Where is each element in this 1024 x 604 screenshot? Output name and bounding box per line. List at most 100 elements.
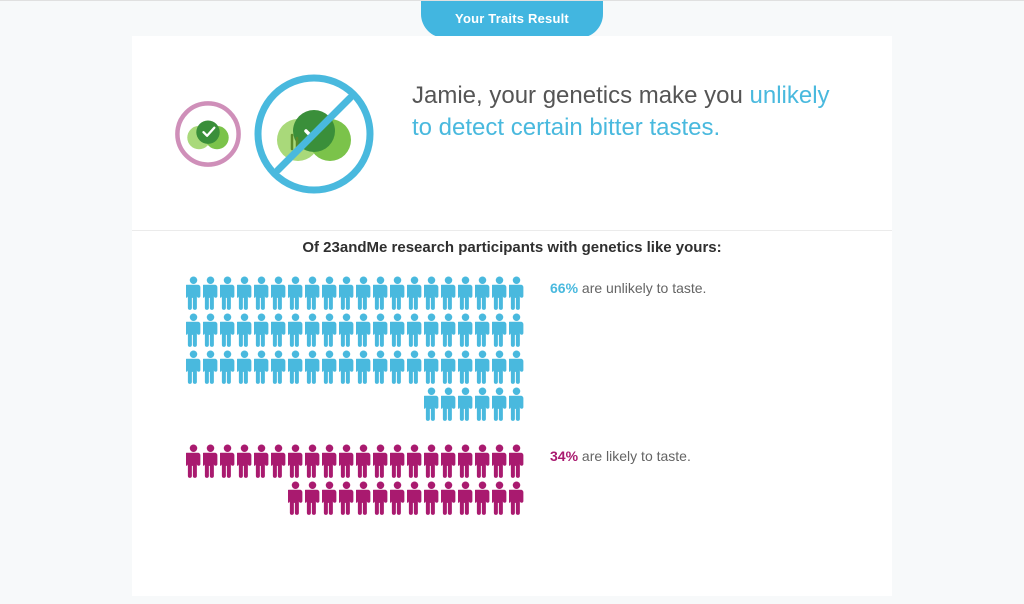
trait-icon-small xyxy=(172,98,244,170)
person-icon xyxy=(339,444,354,479)
person-icon xyxy=(288,350,303,385)
person-icon xyxy=(220,444,235,479)
person-icon xyxy=(322,313,337,348)
stat-row-unlikely: 66% are unlikely to taste. xyxy=(172,276,852,422)
person-icon xyxy=(390,444,405,479)
person-icon xyxy=(458,313,473,348)
person-icon xyxy=(492,276,507,311)
person-icon xyxy=(203,444,218,479)
stat-percent-likely: 34% xyxy=(550,448,578,464)
person-icon xyxy=(407,276,422,311)
people-grid-unlikely xyxy=(172,276,524,422)
person-icon xyxy=(441,444,456,479)
person-icon xyxy=(492,350,507,385)
person-icon xyxy=(475,313,490,348)
trait-iconset xyxy=(172,70,378,198)
person-icon xyxy=(424,313,439,348)
stat-text-likely: are likely to taste. xyxy=(578,448,691,464)
person-icon xyxy=(373,481,388,516)
person-icon xyxy=(390,276,405,311)
person-icon xyxy=(458,350,473,385)
person-icon xyxy=(356,481,371,516)
stat-label-unlikely: 66% are unlikely to taste. xyxy=(550,276,852,296)
person-icon xyxy=(492,313,507,348)
person-icon xyxy=(475,444,490,479)
person-icon xyxy=(458,276,473,311)
person-icon xyxy=(186,313,201,348)
person-icon xyxy=(441,481,456,516)
people-grid-likely xyxy=(172,444,524,516)
person-icon xyxy=(288,313,303,348)
person-icon xyxy=(305,313,320,348)
person-icon xyxy=(339,350,354,385)
person-icon xyxy=(237,444,252,479)
person-icon xyxy=(356,313,371,348)
person-icon xyxy=(203,313,218,348)
person-icon xyxy=(407,444,422,479)
person-icon xyxy=(254,350,269,385)
person-icon xyxy=(441,350,456,385)
person-icon xyxy=(186,350,201,385)
person-icon xyxy=(288,444,303,479)
person-icon xyxy=(373,444,388,479)
person-icon xyxy=(509,276,524,311)
person-icon xyxy=(373,350,388,385)
person-icon xyxy=(305,444,320,479)
person-icon xyxy=(220,350,235,385)
person-icon xyxy=(475,481,490,516)
person-icon xyxy=(220,276,235,311)
stat-percent-unlikely: 66% xyxy=(550,280,578,296)
person-icon xyxy=(441,387,456,422)
person-icon xyxy=(441,276,456,311)
person-icon xyxy=(509,350,524,385)
person-icon xyxy=(356,276,371,311)
person-icon xyxy=(509,387,524,422)
person-icon xyxy=(475,387,490,422)
person-icon xyxy=(186,444,201,479)
person-icon xyxy=(220,313,235,348)
stat-text-unlikely: are unlikely to taste. xyxy=(578,280,706,296)
person-icon xyxy=(271,313,286,348)
person-icon xyxy=(424,387,439,422)
person-icon xyxy=(305,481,320,516)
person-icon xyxy=(492,481,507,516)
person-icon xyxy=(458,387,473,422)
person-icon xyxy=(373,313,388,348)
hero-intro: Jamie, your genetics make you xyxy=(412,82,750,109)
person-icon xyxy=(407,313,422,348)
person-icon xyxy=(509,481,524,516)
person-icon xyxy=(322,350,337,385)
person-icon xyxy=(424,481,439,516)
trait-icon-large-slashed xyxy=(250,70,378,198)
person-icon xyxy=(356,444,371,479)
person-icon xyxy=(356,350,371,385)
person-icon xyxy=(424,350,439,385)
person-icon xyxy=(237,276,252,311)
person-icon xyxy=(203,276,218,311)
person-icon xyxy=(203,350,218,385)
person-icon xyxy=(492,387,507,422)
person-icon xyxy=(339,313,354,348)
person-icon xyxy=(373,276,388,311)
person-icon xyxy=(339,276,354,311)
person-icon xyxy=(254,276,269,311)
hero-section: Jamie, your genetics make you unlikely t… xyxy=(132,66,892,224)
person-icon xyxy=(390,313,405,348)
person-icon xyxy=(390,350,405,385)
person-icon xyxy=(509,444,524,479)
person-icon xyxy=(288,276,303,311)
person-icon xyxy=(424,276,439,311)
person-icon xyxy=(237,350,252,385)
person-icon xyxy=(339,481,354,516)
badge-container: Your Traits Result xyxy=(0,1,1024,38)
result-card: Jamie, your genetics make you unlikely t… xyxy=(132,36,892,596)
person-icon xyxy=(288,481,303,516)
person-icon xyxy=(254,444,269,479)
subhead: Of 23andMe research participants with ge… xyxy=(132,230,892,268)
person-icon xyxy=(424,444,439,479)
person-icon xyxy=(492,444,507,479)
stat-label-likely: 34% are likely to taste. xyxy=(550,444,852,464)
person-icon xyxy=(441,313,456,348)
hero-text: Jamie, your genetics make you unlikely t… xyxy=(412,70,852,145)
person-icon xyxy=(390,481,405,516)
